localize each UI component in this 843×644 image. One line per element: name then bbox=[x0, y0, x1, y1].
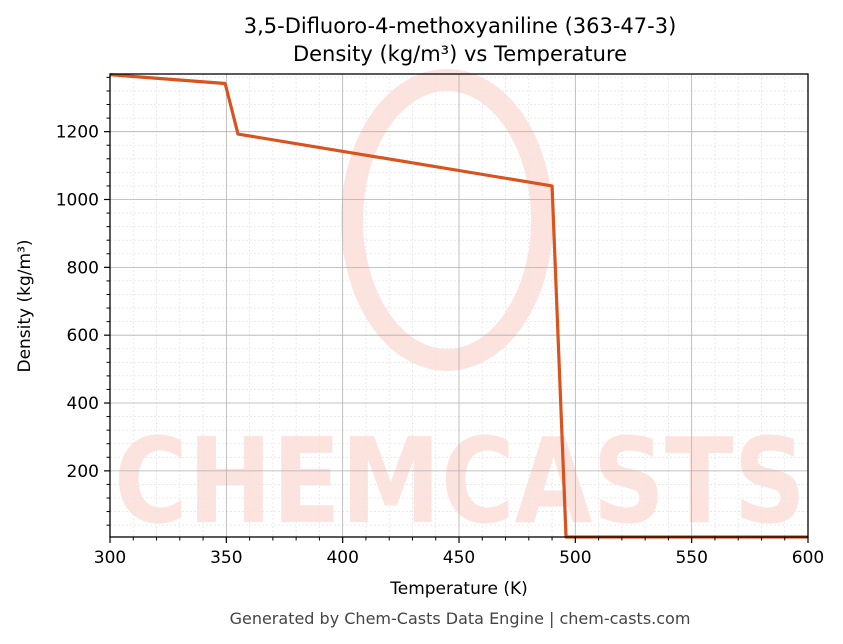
y-tick-label: 1000 bbox=[56, 191, 99, 211]
x-axis-label: Temperature (K) bbox=[389, 579, 528, 599]
x-tick-label: 450 bbox=[443, 548, 475, 568]
chemcasts-watermark: CHEMCASTS bbox=[114, 69, 806, 550]
y-tick-label: 800 bbox=[67, 258, 99, 278]
footer-credit: Generated by Chem-Casts Data Engine | ch… bbox=[230, 609, 691, 628]
watermark-logo-ring bbox=[341, 69, 553, 371]
y-tick-label: 400 bbox=[67, 394, 99, 414]
x-tick-label: 300 bbox=[94, 548, 126, 568]
x-tick-label: 600 bbox=[792, 548, 824, 568]
axis-ticks bbox=[104, 76, 809, 543]
y-axis-label: Density (kg/m³) bbox=[15, 239, 35, 372]
major-grid bbox=[110, 74, 808, 537]
x-tick-label: 550 bbox=[675, 548, 707, 568]
x-tick-labels: 300 350 400 450 500 550 600 bbox=[94, 548, 824, 568]
y-tick-labels: 200 400 600 800 1000 1200 bbox=[56, 123, 99, 482]
chart-title-line2: Density (kg/m³) vs Temperature bbox=[293, 42, 627, 66]
chart-title-line1: 3,5-Difluoro-4-methoxyaniline (363-47-3) bbox=[244, 14, 677, 38]
y-tick-label: 600 bbox=[67, 326, 99, 346]
x-tick-label: 500 bbox=[559, 548, 591, 568]
x-tick-label: 400 bbox=[326, 548, 358, 568]
y-tick-label: 1200 bbox=[56, 123, 99, 143]
x-tick-label: 350 bbox=[210, 548, 242, 568]
watermark-text: CHEMCASTS bbox=[114, 412, 806, 550]
y-tick-label: 200 bbox=[67, 462, 99, 482]
